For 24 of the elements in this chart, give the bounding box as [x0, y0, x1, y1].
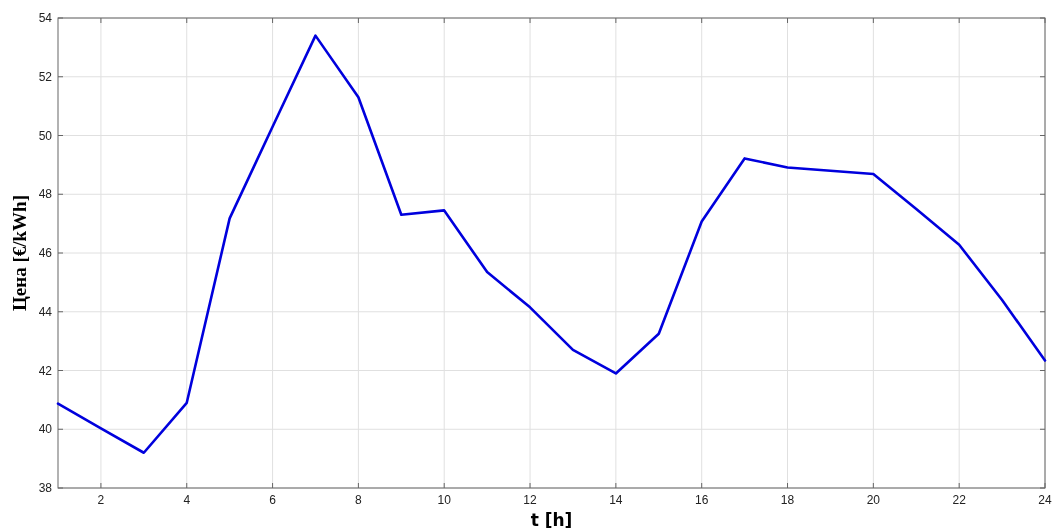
x-tick-label: 22 — [952, 493, 967, 507]
x-tick-label: 12 — [523, 493, 538, 507]
x-tick-label: 8 — [355, 493, 363, 507]
x-tick-label: 20 — [866, 493, 881, 507]
x-tick-label: 18 — [780, 493, 795, 507]
x-tick-label: 6 — [269, 493, 277, 507]
y-tick-label: 46 — [38, 246, 53, 260]
x-tick-label: 10 — [437, 493, 452, 507]
x-tick-label: 4 — [183, 493, 191, 507]
line-series — [56, 34, 1047, 455]
x-tick-label: 14 — [609, 493, 623, 507]
y-axis-title: Цена [€/kWh] — [9, 195, 30, 311]
y-tick-label: 54 — [38, 11, 53, 25]
y-tick-label: 48 — [38, 187, 53, 202]
y-tick-label: 40 — [38, 422, 53, 437]
x-tick-label: 2 — [97, 493, 105, 507]
y-tick-label: 52 — [38, 69, 53, 84]
y-tick-label: 42 — [38, 363, 53, 378]
x-tick-label: 24 — [1038, 493, 1052, 507]
x-axis-title: t [h] — [530, 510, 573, 530]
y-tick-label: 44 — [38, 304, 53, 319]
y-tick-label: 50 — [38, 128, 53, 143]
x-tick-label: 16 — [695, 493, 709, 507]
y-tick-label: 38 — [38, 481, 53, 495]
